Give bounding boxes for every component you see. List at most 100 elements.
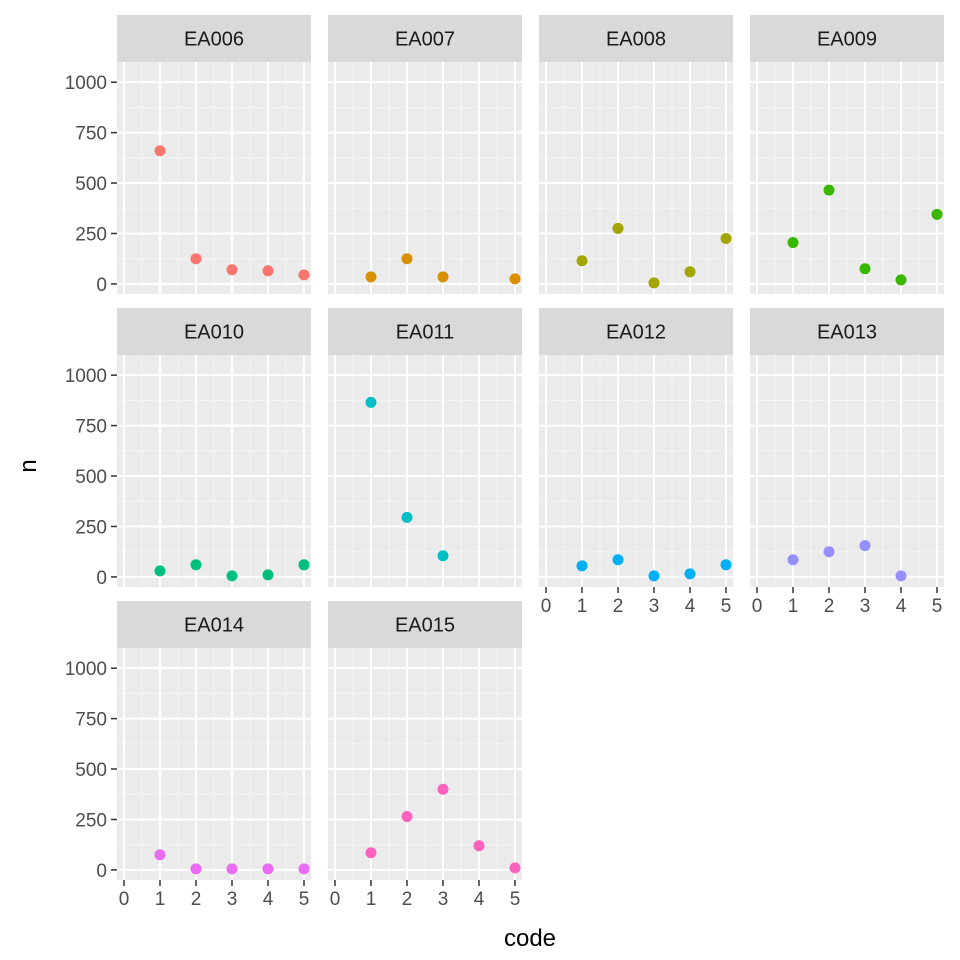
facet-strip [750,308,944,355]
facet-panel: EA007 [328,15,522,294]
facet-strip-label: EA007 [395,29,455,51]
data-point [365,271,377,283]
facet-strip [328,601,522,648]
facet-strip [117,15,311,62]
y-tick-label: 250 [75,810,107,831]
facet-strip-label: EA006 [184,29,244,51]
y-axis-title: n [15,459,42,472]
data-point [226,264,238,276]
x-tick-label: 1 [577,596,588,617]
facet-strip [117,601,311,648]
facet-strip [328,15,522,62]
x-tick-label: 3 [227,889,238,910]
data-point [859,540,871,552]
data-point [895,274,907,286]
facet-panel: EA011 [328,308,522,587]
data-point [787,554,799,566]
y-tick-label: 500 [75,760,107,781]
data-point [401,810,413,822]
y-tick-label: 1000 [65,659,107,680]
facet-strip [539,308,733,355]
y-tick-label: 750 [75,417,107,438]
data-point [190,863,202,875]
data-point [437,783,449,795]
facet-strip-label: EA013 [817,322,877,344]
x-tick-label: 4 [896,596,907,617]
data-point [437,271,449,283]
x-tick-label: 3 [649,596,660,617]
x-tick-label: 0 [541,596,552,617]
y-tick-label: 750 [75,124,107,145]
data-point [262,863,274,875]
data-point [612,222,624,234]
data-point [823,546,835,558]
facet-strip-label: EA009 [817,29,877,51]
data-point [437,550,449,562]
data-point [262,265,274,277]
facet-strip [750,15,944,62]
data-point [823,184,835,196]
facet-strip-label: EA012 [606,322,666,344]
facet-strip-label: EA015 [395,615,455,637]
facet-panel: EA009 [750,15,944,294]
x-tick-label: 5 [932,596,943,617]
x-tick-label: 3 [438,889,449,910]
data-point [787,237,799,249]
x-tick-label: 5 [299,889,310,910]
y-tick-label: 500 [75,174,107,195]
data-point [262,569,274,581]
x-tick-label: 0 [752,596,763,617]
x-tick-label: 3 [860,596,871,617]
data-point [226,570,238,582]
data-point [895,570,907,582]
x-tick-label: 1 [366,889,377,910]
data-point [576,560,588,572]
y-tick-label: 1000 [65,366,107,387]
facet-panel: EA015 0 1 2 3 4 5 [328,601,522,910]
x-tick-label: 2 [824,596,835,617]
data-point [648,570,660,582]
facet-panel: EA013 0 1 2 3 4 5 [750,308,944,617]
facet-strip [328,308,522,355]
x-axis-title: code [504,925,556,952]
facet-strip-label: EA008 [606,29,666,51]
x-tick-label: 4 [474,889,485,910]
data-point [298,269,310,281]
data-point [154,565,166,577]
data-point [190,559,202,571]
data-point [509,862,521,874]
x-tick-label: 4 [263,889,274,910]
facet-strip-label: EA010 [184,322,244,344]
data-point [298,863,310,875]
y-tick-label: 1000 [65,73,107,94]
data-point [612,554,624,566]
data-point [684,568,696,580]
data-point [226,863,238,875]
data-point [648,277,660,289]
facet-panel: EA008 [539,15,733,294]
x-tick-label: 0 [119,889,130,910]
y-tick-label: 0 [96,861,107,882]
facet-strip [117,308,311,355]
data-point [190,253,202,265]
data-point [401,511,413,523]
y-tick-label: 0 [96,275,107,296]
y-tick-label: 0 [96,568,107,589]
y-tick-label: 250 [75,224,107,245]
data-point [473,840,485,852]
y-tick-label: 750 [75,710,107,731]
data-point [720,559,732,571]
x-tick-label: 5 [721,596,732,617]
x-tick-label: 1 [788,596,799,617]
x-tick-label: 2 [402,889,413,910]
facet-panel: EA014 0 250 500 750 1000 0 1 2 3 4 5 [65,601,311,910]
facet-strip [539,15,733,62]
data-point [576,255,588,267]
data-point [401,253,413,265]
data-point [684,266,696,278]
facet-panel: EA012 0 1 2 3 4 5 [539,308,733,617]
x-tick-label: 0 [330,889,341,910]
data-point [365,396,377,408]
data-point [720,233,732,245]
